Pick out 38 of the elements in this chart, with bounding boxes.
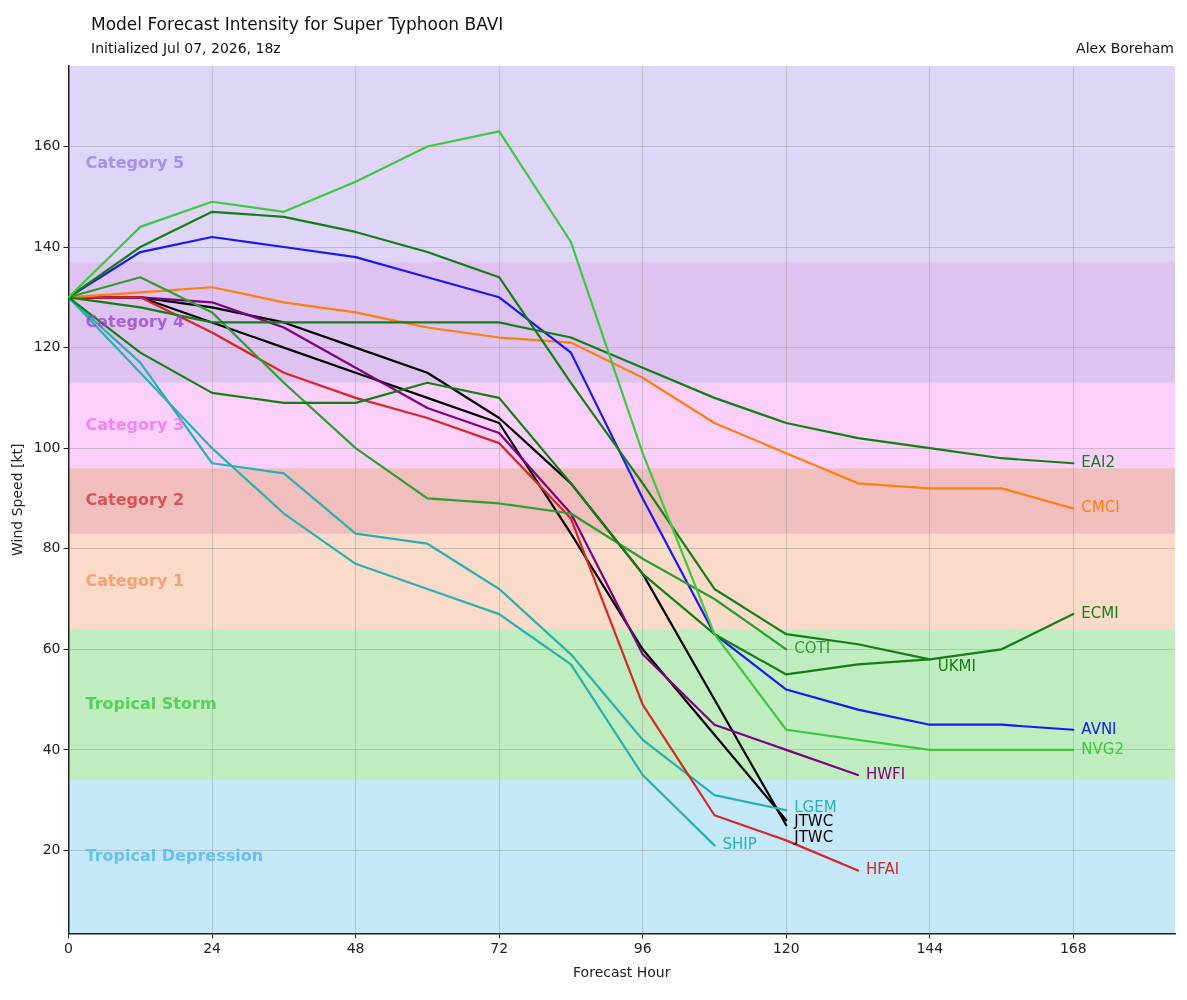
series-label: SHIP xyxy=(722,835,757,854)
series-label: AVNI xyxy=(1081,719,1117,738)
x-tick-label: 0 xyxy=(64,940,73,957)
band-label: Category 5 xyxy=(85,153,185,173)
x-tick-label: 72 xyxy=(490,940,509,957)
x-tick-label: 24 xyxy=(203,940,222,957)
chart-title: Model Forecast Intensity for Super Typhoon BAVI xyxy=(91,14,504,34)
x-tick-label: 48 xyxy=(346,940,365,957)
series-label: ECMI xyxy=(1081,603,1119,622)
y-tick-label: 60 xyxy=(42,639,61,656)
x-tick-label: 96 xyxy=(633,940,652,957)
y-tick-label: 120 xyxy=(33,338,61,355)
y-tick-label: 20 xyxy=(42,841,61,858)
x-axis-title: Forecast Hour xyxy=(573,964,671,981)
band-label: Tropical Depression xyxy=(85,845,264,865)
series-label: JTWC xyxy=(793,828,834,847)
chart-subtitle: Initialized Jul 07, 2026, 18z xyxy=(91,40,281,56)
y-axis-title: Wind Speed [kt] xyxy=(9,443,26,556)
series-label: COTI xyxy=(794,639,831,658)
series-label: UKMI xyxy=(937,657,976,676)
x-tick-label: 144 xyxy=(916,940,944,957)
band-label: Tropical Storm xyxy=(85,693,217,713)
series-label: EAI2 xyxy=(1081,453,1116,472)
y-tick-label: 140 xyxy=(33,237,61,254)
series-label: HFAI xyxy=(866,860,900,879)
band-label: Category 2 xyxy=(85,490,185,510)
series-label: HWFI xyxy=(866,764,906,783)
series-label: NVG2 xyxy=(1081,739,1124,758)
y-tick-label: 40 xyxy=(42,740,61,757)
band-label: Category 3 xyxy=(85,414,185,434)
text: Alex Boreham xyxy=(1076,40,1174,56)
x-tick-label: 120 xyxy=(772,940,800,957)
series-label: CMCI xyxy=(1081,498,1120,517)
band-label: Category 1 xyxy=(85,570,185,590)
x-tick-label: 168 xyxy=(1059,940,1087,957)
y-tick-label: 160 xyxy=(33,137,61,154)
y-tick-label: 100 xyxy=(33,438,61,455)
y-tick-label: 80 xyxy=(42,539,61,556)
